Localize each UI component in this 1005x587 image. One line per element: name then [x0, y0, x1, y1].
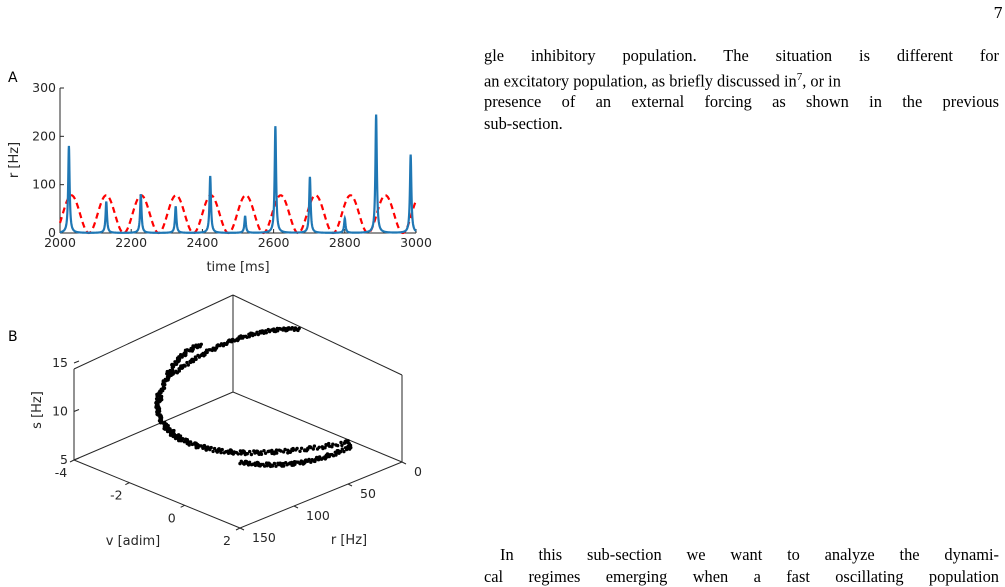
trajectory-point: [221, 448, 224, 451]
trajectory-point: [189, 360, 192, 363]
trajectory-point: [171, 366, 174, 369]
trajectory-point: [327, 442, 330, 445]
r-tick-label: 0: [414, 464, 422, 479]
trajectory-point: [260, 453, 263, 456]
trajectory-point: [156, 395, 159, 398]
trajectory-point: [245, 460, 248, 463]
z-axis-label: s [Hz]: [30, 391, 45, 429]
text-line: gle inhibitory population. The situation…: [484, 45, 999, 67]
trajectory-point: [331, 443, 334, 446]
text-line-with-ref: an excitatory population, as briefly dis…: [484, 67, 999, 92]
x-tick-label: 2200: [115, 235, 147, 250]
x-tick-label: 3000: [400, 235, 432, 250]
trajectory-point: [312, 447, 315, 450]
forcing-series-line: [60, 195, 416, 233]
text-line: , or in: [802, 71, 841, 90]
y-tick-label: 200: [32, 128, 56, 143]
z-tick-mark: [74, 410, 79, 412]
trajectory-point: [275, 451, 278, 454]
r-tick-label: 50: [360, 486, 376, 501]
trajectory-point: [339, 441, 342, 444]
trajectory-point: [318, 446, 321, 449]
x-axis-label: v [adim]: [106, 534, 160, 549]
y-axis-label: r [Hz]: [331, 533, 367, 548]
text-line: an excitatory population, as briefly dis…: [484, 71, 797, 90]
page-number: 7: [993, 4, 1003, 22]
trajectory-point: [295, 447, 298, 450]
trajectory-point: [306, 448, 309, 451]
trajectory-point: [291, 449, 294, 452]
r-tick-mark: [402, 462, 406, 464]
y-axis-label: r [Hz]: [7, 142, 22, 178]
y-tick-label: 300: [32, 80, 56, 95]
x-axis-label: time [ms]: [206, 260, 269, 275]
text-line: In this sub-section we want to analyze t…: [484, 544, 999, 566]
rate-series-line: [60, 115, 416, 233]
trajectory-point: [250, 453, 253, 456]
text-line: sub-section.: [484, 113, 999, 135]
trajectory-point: [298, 450, 301, 453]
x-tick-label: 2600: [258, 235, 290, 250]
box-edge: [74, 295, 233, 369]
trajectory-point: [309, 445, 312, 448]
r-tick-label: 100: [306, 508, 330, 523]
v-tick-label: -2: [110, 488, 122, 503]
trajectory-point: [248, 450, 251, 453]
trajectory-point: [217, 448, 220, 451]
trajectory-point: [188, 443, 191, 446]
trajectory-point: [349, 446, 352, 449]
trajectory-point: [247, 333, 250, 336]
x-tick-label: 2800: [329, 235, 361, 250]
r-tick-mark: [348, 484, 352, 486]
z-tick-mark: [74, 458, 79, 460]
trajectory-point: [185, 361, 188, 364]
trajectory-point: [259, 330, 262, 333]
r-tick-mark: [240, 528, 244, 530]
v-tick-label: -4: [55, 465, 68, 480]
trajectory-point: [177, 367, 180, 370]
trajectory-point: [154, 401, 157, 404]
y-tick-label: 0: [48, 225, 56, 240]
v-tick-mark: [181, 505, 185, 507]
trajectory-point: [173, 360, 176, 363]
v-tick-mark: [125, 483, 129, 485]
text-line: presence of an external forcing as shown…: [484, 91, 999, 113]
trajectory-point: [257, 461, 260, 464]
trajectory-point: [237, 452, 240, 455]
trajectory-point: [300, 447, 303, 450]
z-tick-label: 10: [52, 404, 68, 419]
paragraph-2: In this sub-section we want to analyze t…: [484, 544, 999, 587]
trajectory-point: [181, 437, 184, 440]
trajectory-point: [210, 446, 213, 449]
trajectory-point: [229, 449, 232, 452]
y-tick-label: 100: [32, 177, 56, 192]
v-tick-label: 2: [223, 533, 231, 548]
v-tick-label: 0: [168, 510, 176, 525]
z-tick-mark: [74, 361, 79, 363]
paragraph-1: gle inhibitory population. The situation…: [484, 45, 999, 134]
trajectory-point: [347, 439, 350, 442]
trajectory-point: [219, 451, 222, 454]
box-edge: [74, 460, 240, 528]
trajectory-point: [336, 444, 339, 447]
v-tick-mark: [70, 460, 74, 462]
r-tick-label: 150: [252, 530, 276, 545]
trajectory-point: [313, 444, 316, 447]
r-tick-mark: [294, 506, 298, 508]
x-tick-label: 2400: [186, 235, 218, 250]
trajectory-point: [282, 464, 285, 467]
z-tick-label: 15: [52, 355, 68, 370]
text-line: cal regimes emerging when a fast oscilla…: [484, 566, 999, 587]
v-tick-mark: [236, 528, 240, 530]
trajectory-point: [167, 427, 170, 430]
trajectory-point: [163, 383, 166, 386]
trajectory-point: [342, 450, 345, 453]
